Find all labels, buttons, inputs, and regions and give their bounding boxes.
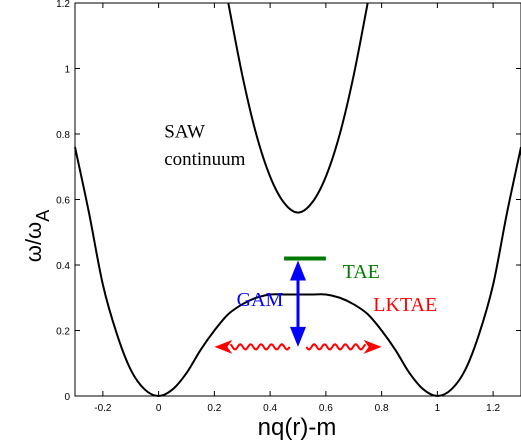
x-axis-label: nq(r)-m (258, 414, 337, 441)
lktae-right-arrow-arrowhead (363, 339, 382, 354)
lktae-left-arrow-wave (229, 343, 291, 351)
x-tick-label: 1 (435, 403, 441, 414)
y-tick-label: 0 (64, 392, 70, 403)
gam-arrowhead-up (290, 260, 306, 281)
axes: -0.2 0 0.2 0.4 0.6 0.8 1 1.2 0 0.2 0.4 0.6 0.8 1 1.2 (56, 0, 521, 414)
lktae-left-arrow-arrowhead (214, 339, 233, 354)
annotation-saw-line1: SAW (164, 121, 205, 142)
y-axis-label-sub: A (33, 210, 53, 222)
y-axis-label-main: ω/ω (21, 222, 46, 262)
x-tick-label: 1.2 (486, 403, 500, 414)
gam-arrowhead-down (290, 326, 306, 347)
upper-continuum-curve (227, 2, 369, 214)
y-tick-label: 0.2 (56, 327, 70, 338)
lktae-right-arrow-wave (305, 343, 367, 351)
x-tick-label: 0 (156, 403, 162, 414)
x-tick-label: 0.6 (319, 403, 333, 414)
annotations: SAW continuum TAE GAM LKTAE (164, 121, 437, 316)
x-tick-label: 0.4 (263, 403, 277, 414)
annotation-saw-line2: continuum (164, 149, 245, 170)
x-tick-label: 0.2 (207, 403, 221, 414)
annotation-gam: GAM (237, 289, 284, 311)
annotation-lktae: LKTAE (373, 294, 437, 316)
y-tick-label: 0.6 (56, 196, 70, 207)
y-tick-label: 0.8 (56, 130, 70, 141)
y-tick-label: 0.4 (56, 261, 70, 272)
markers (214, 256, 382, 354)
y-tick-label: 1.2 (56, 0, 70, 10)
y-tick-label: 1 (64, 65, 70, 76)
annotation-tae: TAE (343, 261, 380, 283)
x-tick-label: 0.8 (375, 403, 389, 414)
y-axis-label: ω/ωA (21, 210, 53, 262)
x-tick-label: -0.2 (94, 403, 112, 414)
